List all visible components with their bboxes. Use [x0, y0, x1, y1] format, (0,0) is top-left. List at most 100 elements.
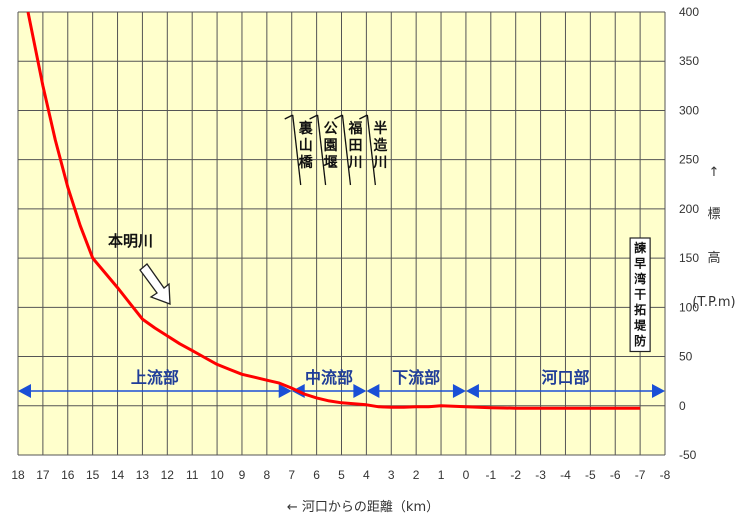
x-axis-label: ← 河口からの距離（km） — [287, 500, 439, 515]
x-tick-label: 7 — [288, 468, 295, 482]
x-tick-label: 11 — [186, 468, 199, 482]
dam-label-char: 干 — [634, 288, 646, 302]
landmark-leader-tick — [309, 114, 318, 120]
series-line-本明川 — [26, 11, 641, 410]
x-tick-label: -2 — [510, 468, 521, 482]
dam-label-char: 早 — [634, 257, 646, 271]
x-tick-label: 8 — [264, 468, 271, 482]
x-tick-label: 10 — [210, 468, 224, 482]
x-tick-label: 6 — [313, 468, 320, 482]
segment-中流部: 中流部 — [291, 368, 367, 399]
segment-label: 河口部 — [541, 368, 589, 387]
landmark-裏山橋: 裏山橋 — [284, 114, 314, 186]
x-tick-label: 12 — [161, 468, 175, 482]
landmark-label-char: 橋 — [299, 154, 314, 171]
y-axis-label-part: 標 — [707, 207, 720, 222]
segment-arrowhead-right — [452, 384, 466, 399]
landmark-label-char: 半 — [373, 120, 387, 137]
x-tick-label: -7 — [635, 468, 646, 482]
segment-label: 中流部 — [305, 368, 353, 387]
y-axis-label-part: (T.P.m) — [692, 295, 735, 310]
x-tick-label: 4 — [363, 468, 370, 482]
segment-上流部: 上流部 — [18, 368, 292, 399]
y-tick-label: 0 — [679, 399, 686, 413]
y-tick-label: 350 — [679, 54, 699, 68]
x-tick-label: -4 — [560, 468, 571, 482]
x-tick-label: -5 — [585, 468, 596, 482]
y-tick-label: 400 — [679, 5, 699, 19]
x-tick-label: 3 — [388, 468, 395, 482]
x-tick-label: 15 — [86, 468, 100, 482]
landmark-leader-tick — [359, 114, 368, 120]
segment-markers: 上流部 中流部 下流部 河口部 — [18, 368, 665, 399]
landmark-leader-line — [366, 114, 377, 186]
segment-arrowhead-left — [366, 384, 380, 399]
x-tick-label: 2 — [413, 468, 420, 482]
segment-arrowhead-right — [278, 384, 292, 399]
landmark-leader-tick — [284, 114, 293, 120]
x-tick-label: 14 — [111, 468, 125, 482]
segment-arrowhead-left — [18, 384, 31, 399]
river-name-label: 本明川 — [108, 232, 153, 250]
dam-label-char: 拓 — [634, 302, 646, 317]
landmark-leader-tick — [334, 114, 343, 120]
segment-label: 上流部 — [131, 368, 179, 387]
dam-label-char: 堤 — [634, 318, 647, 333]
x-tick-labels: 18 17 16 15 14 13 12 11 10 9 8 7 6 5 4 3 2 1 0 -1 -2 -3 -4 -5 -6… — [11, 468, 670, 482]
y-tick-label: 100 — [679, 300, 699, 314]
landmark-label-char: 裏 — [298, 120, 314, 137]
x-tick-label: -1 — [485, 468, 496, 482]
landmark-label-char: 公 — [324, 121, 338, 137]
landmark-label-char: 堰 — [324, 154, 338, 171]
segment-arrowhead-left — [465, 384, 479, 399]
landmark-半造川: 半造川 — [359, 114, 387, 186]
x-tick-label: 0 — [463, 468, 470, 482]
y-tick-label: 150 — [679, 251, 699, 265]
segment-label: 下流部 — [392, 368, 440, 387]
x-tick-label: 17 — [36, 468, 50, 482]
y-tick-label: 200 — [679, 202, 699, 216]
grid-lines — [17, 11, 666, 456]
landmark-label-char: 山 — [299, 138, 313, 154]
y-axis-label-part: ↑ — [709, 165, 720, 180]
landmark-label-char: 園 — [324, 138, 338, 154]
y-tick-label: 300 — [679, 103, 699, 117]
y-axis-label-part: 高 — [707, 250, 720, 266]
x-tick-label: 18 — [11, 468, 25, 482]
landmark-福田川: 福田川 — [334, 114, 362, 186]
y-axis-label: ↑ 標高 (T.P.m) — [692, 165, 735, 310]
dam-label-frame — [629, 237, 651, 353]
dam-label-char: 諫 — [634, 240, 647, 255]
landmark-label-char: 川 — [347, 155, 362, 171]
axis-labels: ← 河口からの距離（km） ↑ 標高 (T.P.m) — [287, 165, 736, 515]
landmark-label-char: 造 — [373, 137, 387, 154]
series-layer — [26, 11, 641, 410]
segment-arrowhead-right — [652, 384, 665, 399]
dam-label-char: 防 — [634, 333, 646, 348]
x-tick-label: 13 — [136, 468, 150, 482]
segment-arrowhead-right — [353, 384, 367, 399]
y-tick-label: -50 — [679, 448, 697, 462]
landmark-label-char: 福 — [347, 120, 362, 137]
x-tick-label: 9 — [239, 468, 246, 482]
landmark-leader-line — [316, 114, 327, 186]
x-tick-label: 1 — [438, 468, 445, 482]
landmark-label-char: 川 — [372, 155, 387, 171]
x-tick-label: -6 — [610, 468, 621, 482]
river-pointer-arrow — [139, 263, 171, 305]
y-tick-label: 250 — [679, 153, 699, 167]
dam-label-char: 湾 — [634, 271, 646, 286]
landmark-leader-line — [341, 114, 352, 186]
y-tick-labels: 400 350 300 250 200 150 100 50 0 -50 — [679, 5, 699, 462]
landmark-leader-line — [292, 114, 302, 186]
segment-下流部: 下流部 — [366, 368, 466, 399]
landmark-label-char: 田 — [348, 138, 362, 154]
landmark-公園堰: 公園堰 — [309, 114, 338, 186]
x-tick-label: -3 — [535, 468, 546, 482]
segment-河口部: 河口部 — [465, 368, 665, 399]
